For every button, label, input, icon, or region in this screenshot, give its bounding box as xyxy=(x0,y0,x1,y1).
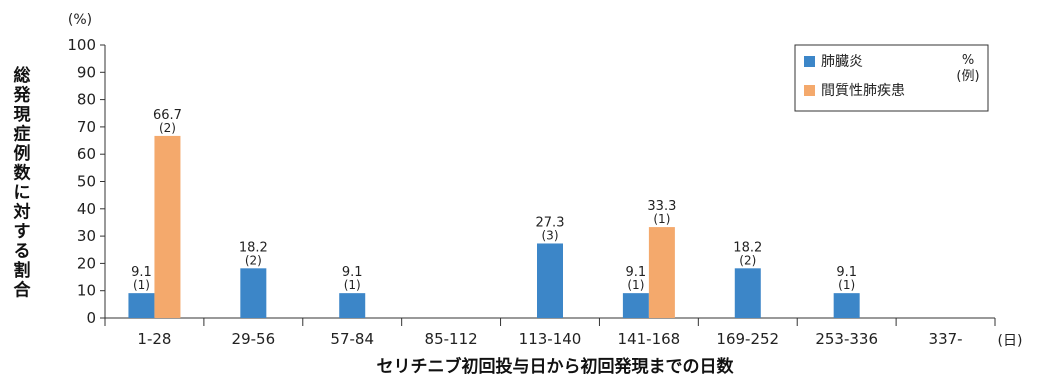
data-label-count: (1) xyxy=(133,278,150,292)
x-tick-label: 29-56 xyxy=(232,330,276,348)
y-axis-label-char: る xyxy=(14,241,31,261)
data-label-count: (3) xyxy=(542,228,559,242)
legend-box xyxy=(794,44,989,112)
x-axis-label: セリチニブ初回投与日から初回発現までの日数 xyxy=(377,356,735,377)
data-label-count: (2) xyxy=(739,253,756,267)
y-tick-label: 100 xyxy=(67,36,96,54)
legend: 肺臓炎 間質性肺疾患 % (例) xyxy=(794,44,989,112)
bars xyxy=(128,135,860,318)
bar-pneumonitis-141-168 xyxy=(622,293,649,318)
y-axis-label-char: 合 xyxy=(14,279,32,300)
bar-pneumonitis-57-84 xyxy=(339,293,366,318)
y-tick-label: 40 xyxy=(77,200,96,218)
data-label-value: 18.2 xyxy=(733,240,762,255)
y-tick-label: 50 xyxy=(77,173,96,191)
y-tick-label: 10 xyxy=(77,282,96,300)
bar-pneumonitis-29-56 xyxy=(240,268,267,318)
legend-label-pneumonitis: 肺臓炎 xyxy=(821,54,863,70)
legend-unit-count: (例) xyxy=(956,69,979,84)
x-tick-label: 337- xyxy=(929,330,963,348)
y-tick-label: 70 xyxy=(77,118,96,136)
y-tick-label: 60 xyxy=(77,145,96,163)
y-axis: 0 10 20 30 40 50 60 70 80 90 100 xyxy=(67,36,106,327)
y-axis-label-char: す xyxy=(14,222,31,242)
y-axis-label-char: 割 xyxy=(14,260,31,281)
data-labels: 9.1(1)66.7(2)18.2(2)9.1(1)27.3(3)9.1(1)3… xyxy=(131,108,857,292)
y-axis-label-char: 現 xyxy=(14,105,31,125)
x-tick-label: 57-84 xyxy=(330,330,374,348)
data-label-value: 9.1 xyxy=(626,265,647,280)
data-label-value: 27.3 xyxy=(536,215,565,230)
bar-pneumonitis-113-140 xyxy=(537,243,563,318)
data-label-count: (1) xyxy=(344,278,361,292)
y-tick-label: 30 xyxy=(77,227,96,245)
y-axis-label-char: 発 xyxy=(13,84,32,105)
x-tick-label: 169-252 xyxy=(716,330,779,348)
data-label-count: (2) xyxy=(245,253,262,267)
legend-swatch-pneumonitis xyxy=(804,56,815,67)
bar-ild-1-28 xyxy=(154,135,181,318)
x-axis-unit: (日) xyxy=(998,333,1023,349)
data-label-value: 9.1 xyxy=(342,265,363,280)
y-tick-label: 0 xyxy=(86,309,96,327)
x-tick-label: 85-112 xyxy=(425,330,478,348)
y-axis-label-char: に xyxy=(14,183,31,203)
data-label-value: 66.7 xyxy=(153,108,182,123)
bar-pneumonitis-253-336 xyxy=(833,293,860,318)
bar-pneumonitis-169-252 xyxy=(734,268,761,318)
x-tick-label: 141-168 xyxy=(618,330,681,348)
bar-pneumonitis-1-28 xyxy=(128,293,155,318)
bar-ild-141-168 xyxy=(648,227,675,318)
data-label-value: 18.2 xyxy=(239,240,268,255)
y-tick-label: 90 xyxy=(77,63,96,81)
x-axis: 1-28 29-56 57-84 85-112 113-140 141-168 169-25… xyxy=(104,317,996,348)
data-label-count: (2) xyxy=(159,121,176,135)
data-label-count: (1) xyxy=(627,278,644,292)
y-tick-label: 80 xyxy=(77,91,96,109)
data-label-count: (1) xyxy=(838,278,855,292)
y-axis-label-char: 症 xyxy=(14,123,31,144)
y-tick-label: 20 xyxy=(77,254,96,272)
legend-swatch-ild xyxy=(804,85,815,96)
x-tick-label: 253-336 xyxy=(815,330,878,348)
y-axis-label-char: 数 xyxy=(14,162,32,183)
data-label-value: 9.1 xyxy=(131,265,152,280)
y-axis-label-char: 例 xyxy=(14,143,31,164)
y-axis-label-char: 対 xyxy=(13,201,31,222)
legend-unit-percent: % xyxy=(962,53,974,68)
y-axis-unit: (%) xyxy=(68,12,92,28)
legend-label-ild: 間質性肺疾患 xyxy=(821,83,905,99)
data-label-value: 33.3 xyxy=(647,199,676,214)
x-tick-label: 1-28 xyxy=(137,330,171,348)
data-label-count: (1) xyxy=(653,212,670,226)
y-axis-label-char: 総 xyxy=(14,65,31,86)
x-tick-label: 113-140 xyxy=(519,330,582,348)
data-label-value: 9.1 xyxy=(836,265,857,280)
